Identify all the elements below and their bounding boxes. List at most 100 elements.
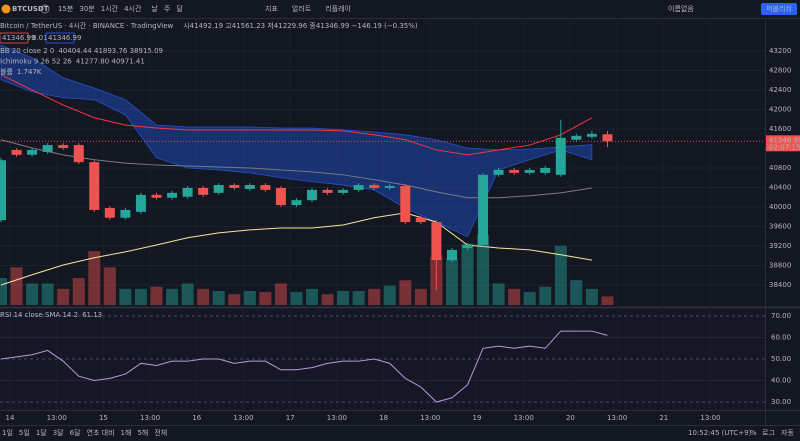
price-tick-label: 41600: [769, 125, 791, 133]
time-tick-label: 13:00: [607, 414, 627, 422]
publish-label[interactable]: 퍼블리쉬: [766, 4, 792, 13]
candle-body: [42, 145, 53, 152]
range-button[interactable]: 1해: [121, 428, 132, 437]
candle-body: [509, 169, 520, 173]
range-button[interactable]: 5일: [19, 428, 30, 437]
candle-body: [415, 217, 426, 223]
interval-button[interactable]: 4시간: [124, 4, 142, 13]
toolbar-button[interactable]: 지표: [265, 4, 278, 13]
symbol-name[interactable]: BTCUSDT: [12, 5, 49, 13]
toolbar-button[interactable]: 얼러트: [292, 4, 312, 13]
last-price-value: 41346.99: [769, 136, 800, 144]
price-tick-label: 38800: [769, 262, 791, 270]
price-tick-label: 40000: [769, 203, 791, 211]
indicator-name: BB 20 close 2 0: [0, 47, 54, 55]
layout-name[interactable]: 이름없음: [668, 4, 694, 13]
volume-bar: [274, 283, 287, 305]
volume-bar: [259, 292, 272, 305]
chart-type-button[interactable]: 달: [176, 5, 183, 13]
candle-body: [555, 137, 566, 175]
candle-body: [322, 189, 333, 193]
price-box-text: 41346.99: [48, 34, 81, 42]
volume-bar: [243, 291, 256, 305]
range-button[interactable]: 전체: [154, 428, 167, 437]
candle-body: [213, 185, 224, 193]
percent-toggle[interactable]: %: [750, 429, 757, 437]
auto-toggle[interactable]: 자동: [781, 428, 794, 437]
volume-bar: [337, 291, 350, 305]
indicator-values: 41277.80 40971.41: [76, 58, 145, 66]
range-button[interactable]: 3달: [53, 429, 64, 437]
candle-body: [400, 186, 411, 223]
volume-bar: [228, 294, 241, 305]
interval-button[interactable]: 15분: [58, 5, 74, 13]
volume-bar: [477, 235, 490, 305]
time-tick-label: 19: [473, 414, 482, 422]
publish-button[interactable]: [761, 3, 797, 15]
volume-bar: [601, 296, 614, 305]
price-box: [0, 32, 29, 44]
volume-bar: [585, 288, 598, 305]
candle-body: [58, 145, 69, 148]
countdown: 02:07:15: [769, 143, 800, 151]
indicator-values: 40404.44 41893.76 38915.09: [58, 47, 163, 55]
price-tick-label: 42000: [769, 105, 791, 113]
volume-bar: [321, 294, 334, 305]
chart-type-button[interactable]: 주: [164, 5, 171, 13]
volume-bar: [134, 288, 147, 305]
price-tick-label: 40800: [769, 164, 791, 172]
candle-body: [307, 189, 317, 201]
rsi-tick-label: 60.00: [771, 334, 791, 342]
top-toolbar: [0, 0, 800, 18]
bollinger-line: [0, 212, 592, 286]
volume-bar: [150, 286, 163, 305]
range-button[interactable]: 1달: [36, 429, 47, 437]
candle-body: [431, 222, 442, 261]
volume-bar: [10, 267, 23, 305]
bollinger-line: [0, 139, 592, 199]
interval-button[interactable]: 30분: [79, 5, 95, 13]
log-toggle[interactable]: 로그: [762, 429, 775, 437]
toolbar-button[interactable]: 리플레이: [325, 4, 351, 13]
time-tick-label: 13:00: [700, 414, 720, 422]
volume-bar: [57, 288, 70, 305]
volume-bar: [26, 283, 39, 305]
candle-body: [571, 135, 582, 140]
range-button[interactable]: 5해: [137, 428, 148, 437]
candle-body: [369, 185, 380, 188]
price-tick-label: 42800: [769, 66, 791, 74]
candle-body: [478, 174, 489, 246]
candle-body: [540, 167, 551, 173]
volume-bar: [41, 283, 54, 305]
time-tick-label: 20: [566, 414, 575, 422]
rsi-line: [0, 330, 608, 403]
candle-body: [338, 189, 349, 193]
time-tick-label: 13:00: [514, 414, 534, 422]
rsi-tick-label: 30.00: [771, 398, 791, 406]
volume-bar: [197, 288, 210, 305]
range-button[interactable]: 6달: [70, 429, 81, 437]
interval-button[interactable]: 1시간: [101, 4, 119, 13]
volume-bar: [181, 283, 194, 305]
volume-bar: [414, 288, 427, 305]
rsi-reading: 61.13: [82, 311, 102, 319]
chart-type-button[interactable]: 날: [151, 4, 158, 13]
candle-body: [602, 134, 613, 142]
rsi-pane: [0, 310, 765, 410]
clock: 10:52:45 (UTC+9): [688, 429, 752, 437]
price-tick-label: 39200: [769, 242, 791, 250]
volume-bar: [554, 245, 567, 305]
price-tick-label: 40400: [769, 183, 791, 191]
candle-body: [11, 149, 22, 155]
range-button[interactable]: 1일: [2, 428, 13, 437]
volume-bar: [119, 288, 132, 305]
bollinger-line: [0, 74, 593, 156]
volume-bar: [539, 286, 552, 305]
compare-button[interactable]: [40, 4, 50, 14]
time-tick-label: 14: [6, 414, 15, 422]
range-button[interactable]: 연초 대비: [87, 428, 115, 437]
volume-bar: [461, 243, 474, 305]
time-tick-label: 13:00: [327, 414, 347, 422]
candle-body: [275, 187, 286, 206]
volume-bar: [290, 292, 303, 305]
